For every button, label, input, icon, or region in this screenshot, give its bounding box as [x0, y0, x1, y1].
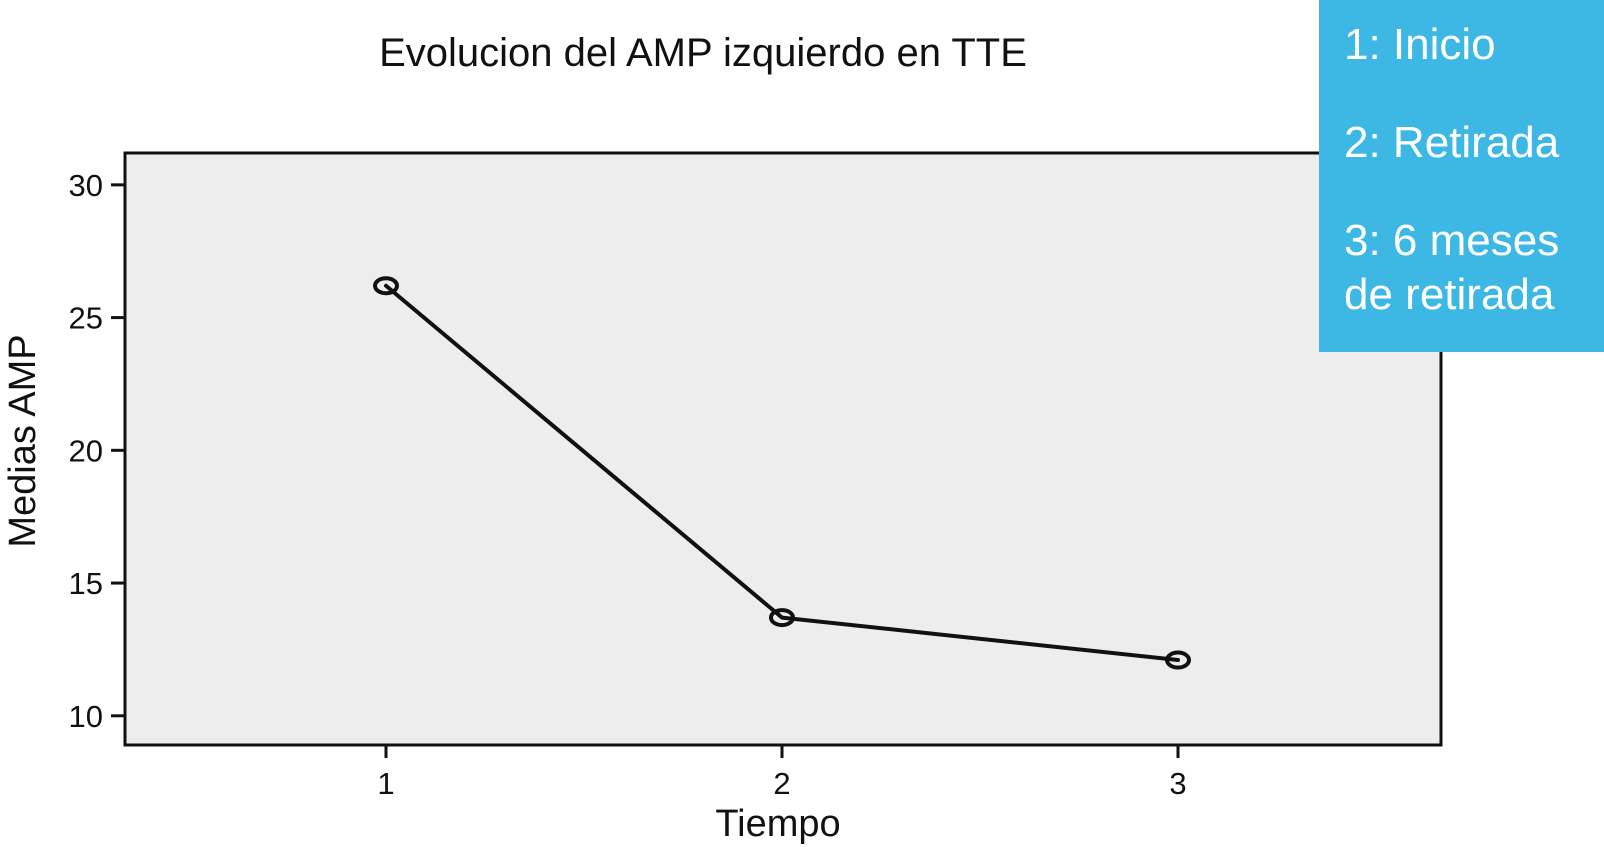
y-axis: 10 15 20 25 30: [69, 168, 125, 734]
legend-item-text: 1: Inicio: [1344, 20, 1496, 69]
data-point: [373, 276, 399, 296]
chart-title: Evolucion del AMP izquierdo en TTE: [379, 31, 1027, 75]
legend-item-text: 3: 6 meses: [1344, 216, 1560, 265]
y-tick-label: 20: [69, 433, 103, 468]
y-tick-label: 25: [69, 301, 103, 336]
data-point: [769, 608, 795, 628]
legend-item-3: 3: 6 meses de retirada: [1344, 214, 1604, 322]
data-point: [1165, 650, 1191, 670]
y-tick-label: 30: [69, 168, 103, 203]
x-axis: 1 2 3: [377, 745, 1187, 801]
legend-item-text: de retirada: [1344, 270, 1555, 319]
plot-area: [123, 151, 1443, 747]
legend-item-2: 2: Retirada: [1344, 116, 1604, 170]
legend-item-1: 1: Inicio: [1344, 18, 1604, 72]
series-layer: [373, 276, 1191, 670]
x-tick-label: 2: [773, 766, 790, 801]
x-axis-label: Tiempo: [715, 803, 840, 845]
y-axis-label: Medias AMP: [2, 334, 44, 547]
legend-box: 1: Inicio 2: Retirada 3: 6 meses de reti…: [1319, 0, 1604, 352]
x-tick-label: 3: [1169, 766, 1186, 801]
legend-item-text: 2: Retirada: [1344, 118, 1560, 167]
y-tick-label: 15: [69, 566, 103, 601]
y-tick-label: 10: [69, 699, 103, 734]
x-tick-label: 1: [377, 766, 394, 801]
series-line: [384, 283, 1180, 663]
